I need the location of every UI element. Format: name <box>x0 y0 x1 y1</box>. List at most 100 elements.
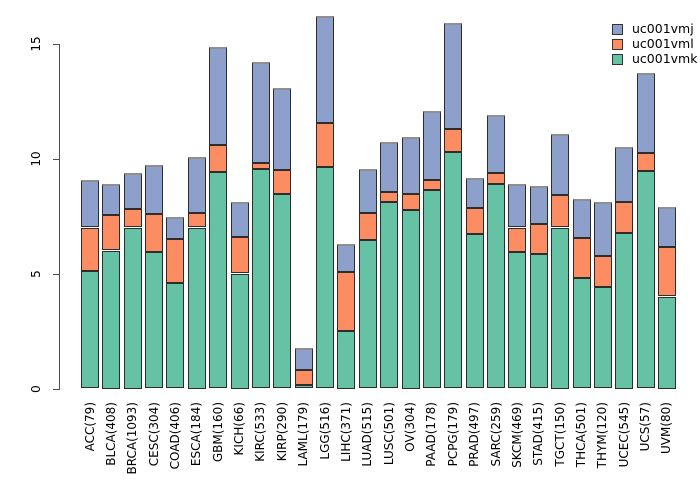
bar-ACC(79)-uc001vmj <box>81 180 99 228</box>
x-axis-tick-label: UVM(80) <box>659 402 674 454</box>
bar-SKCM(469)-uc001vml <box>508 227 527 252</box>
x-axis-tick-label: CESC(304) <box>146 402 161 467</box>
y-axis-tick-label: 10 <box>29 150 43 167</box>
x-axis-tick-label: PAAD(178) <box>424 402 439 467</box>
y-axis-tick-label: 0 <box>29 384 43 393</box>
x-axis-tick-label: PRAD(497) <box>467 402 482 467</box>
bar-THCA(501)-uc001vmj <box>572 198 591 238</box>
bar-PCPG(179)-uc001vmk <box>444 151 463 389</box>
bar-PAAD(178)-uc001vmk <box>422 189 441 389</box>
bar-LUAD(515)-uc001vmj <box>358 168 377 213</box>
x-axis-tick-label: ACC(79) <box>82 402 97 452</box>
bar-LGG(516)-uc001vmj <box>316 15 335 123</box>
bar-LGG(516)-uc001vmk <box>316 166 335 389</box>
bar-SARC(259)-uc001vml <box>487 173 506 184</box>
bar-BLCA(408)-uc001vml <box>102 214 121 251</box>
bar-TGCT(150)-uc001vmk <box>551 227 570 389</box>
bar-LUAD(515)-uc001vml <box>358 212 377 241</box>
bar-UCEC(545)-uc001vmk <box>615 233 634 389</box>
x-axis-tick-label: SARC(259) <box>488 402 503 467</box>
bar-ESCA(184)-uc001vmk <box>187 227 206 389</box>
x-axis-tick-label: UCS(57) <box>638 402 653 452</box>
x-axis-tick-label: ESCA(184) <box>189 402 204 467</box>
bar-STAD(415)-uc001vmj <box>529 186 548 225</box>
bar-LIHC(371)-uc001vml <box>337 272 356 331</box>
bar-LUSC(501)-uc001vmj <box>380 142 399 192</box>
x-axis-tick-label: GBM(160) <box>210 402 225 463</box>
bar-LIHC(371)-uc001vmk <box>337 331 356 389</box>
bar-UCEC(545)-uc001vml <box>615 202 634 234</box>
x-axis-tick-label: UCEC(545) <box>616 402 631 468</box>
bar-SARC(259)-uc001vmj <box>487 114 506 174</box>
bar-COAD(406)-uc001vmj <box>166 217 185 239</box>
bar-LAML(179)-uc001vml <box>294 370 313 386</box>
bar-ESCA(184)-uc001vml <box>187 212 206 228</box>
bar-LAML(179)-uc001vmk <box>294 385 313 389</box>
x-axis-tick-label: PCPG(179) <box>445 402 460 467</box>
bar-PRAD(497)-uc001vmk <box>465 234 484 389</box>
x-axis-tick-label: SKCM(469) <box>509 402 524 468</box>
y-axis-tick <box>52 158 59 160</box>
bar-UCS(57)-uc001vml <box>636 152 655 172</box>
x-axis-tick-label: TGCT(150) <box>552 402 567 467</box>
bar-LIHC(371)-uc001vmj <box>337 243 356 273</box>
x-axis-tick-label: LAML(179) <box>296 402 311 467</box>
y-axis-line <box>58 43 60 390</box>
bar-KIRP(290)-uc001vml <box>273 170 292 195</box>
bar-ESCA(184)-uc001vmj <box>187 157 206 213</box>
bar-LGG(516)-uc001vml <box>316 122 335 167</box>
bar-TGCT(150)-uc001vmj <box>551 134 570 196</box>
bar-BRCA(1093)-uc001vml <box>123 209 142 228</box>
x-axis-tick-label: KICH(66) <box>232 402 247 456</box>
legend-label: uc001vmj <box>632 21 694 36</box>
bar-THYM(120)-uc001vmj <box>593 202 612 257</box>
bar-KIRP(290)-uc001vmk <box>273 194 292 389</box>
bar-KIRC(533)-uc001vmk <box>251 168 270 389</box>
x-axis-tick-label: LUAD(515) <box>360 402 375 467</box>
bar-UVM(80)-uc001vmj <box>657 206 676 248</box>
y-axis-tick-label: 5 <box>29 269 43 278</box>
x-axis-tick-label: BRCA(1093) <box>125 402 140 475</box>
bar-SKCM(469)-uc001vmk <box>508 251 527 389</box>
bar-THCA(501)-uc001vml <box>572 237 591 279</box>
bar-PRAD(497)-uc001vml <box>465 207 484 235</box>
bar-THYM(120)-uc001vmk <box>593 287 612 389</box>
bar-CESC(304)-uc001vmk <box>145 251 164 389</box>
bar-PCPG(179)-uc001vml <box>444 128 463 152</box>
legend: uc001vmj uc001vml uc001vmk <box>612 22 697 67</box>
bar-UVM(80)-uc001vmk <box>657 296 676 389</box>
bar-KICH(66)-uc001vml <box>230 236 249 274</box>
bar-PCPG(179)-uc001vmj <box>444 22 463 129</box>
bar-LUSC(501)-uc001vmk <box>380 202 399 389</box>
bar-BLCA(408)-uc001vmj <box>102 183 121 215</box>
bar-UVM(80)-uc001vml <box>657 247 676 297</box>
x-axis-tick-label: COAD(406) <box>167 402 182 470</box>
bar-STAD(415)-uc001vml <box>529 224 548 254</box>
bar-UCEC(545)-uc001vmj <box>615 147 634 203</box>
x-axis-tick-label: LUSC(501) <box>381 402 396 466</box>
legend-label: uc001vml <box>632 36 694 51</box>
bar-THYM(120)-uc001vml <box>593 256 612 288</box>
legend-swatch-icon <box>612 23 623 35</box>
legend-label: uc001vmk <box>632 51 698 66</box>
bar-BRCA(1093)-uc001vmj <box>123 173 142 210</box>
bar-OV(304)-uc001vml <box>401 194 420 211</box>
bar-GBM(160)-uc001vmj <box>209 46 228 145</box>
x-axis-tick-label: KIRP(290) <box>274 402 289 462</box>
bar-BRCA(1093)-uc001vmk <box>123 227 142 389</box>
bar-SKCM(469)-uc001vmj <box>508 183 527 228</box>
bar-ACC(79)-uc001vml <box>81 227 99 272</box>
bar-UCS(57)-uc001vmj <box>636 73 655 153</box>
legend-entry-uc001vmj: uc001vmj <box>612 22 697 36</box>
x-axis-tick-label: STAD(415) <box>531 402 546 466</box>
bar-KICH(66)-uc001vmj <box>230 202 249 237</box>
x-axis-tick-label: LIHC(371) <box>338 402 353 462</box>
legend-swatch-icon <box>612 53 623 65</box>
bar-UCS(57)-uc001vmk <box>636 171 655 389</box>
bar-OV(304)-uc001vmj <box>401 136 420 195</box>
bar-BLCA(408)-uc001vmk <box>102 250 121 389</box>
bar-KICH(66)-uc001vmk <box>230 273 249 389</box>
bar-PRAD(497)-uc001vmj <box>465 178 484 208</box>
legend-entry-uc001vmk: uc001vmk <box>612 52 697 66</box>
